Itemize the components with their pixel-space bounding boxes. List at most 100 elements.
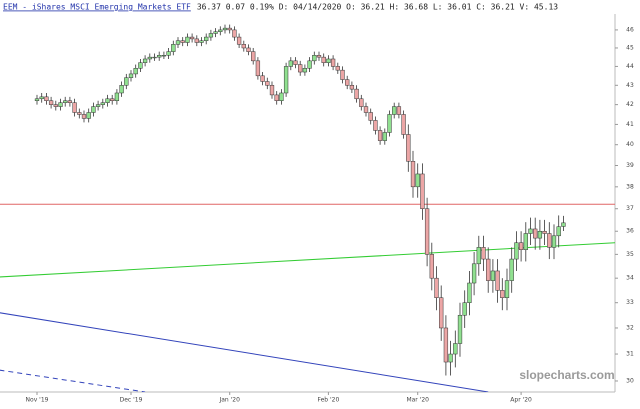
trendline bbox=[0, 369, 146, 392]
candle-body bbox=[373, 120, 378, 131]
y-tick-label: 38 bbox=[626, 183, 634, 190]
candle-body bbox=[330, 58, 336, 67]
candle-body bbox=[471, 263, 477, 284]
candle-body bbox=[175, 40, 181, 45]
candle-body bbox=[213, 31, 218, 34]
x-tick-label: Dec '19 bbox=[120, 397, 143, 404]
candle-body bbox=[486, 258, 491, 281]
candle-body bbox=[53, 104, 58, 107]
candle-body bbox=[368, 112, 373, 121]
candle-body bbox=[246, 47, 251, 52]
candle-body bbox=[114, 92, 120, 101]
candle-body bbox=[316, 55, 322, 58]
candle-body bbox=[194, 38, 199, 43]
candle-body bbox=[443, 327, 449, 363]
candle-body bbox=[58, 102, 63, 107]
x-tick-label: Feb '20 bbox=[317, 397, 339, 404]
candle-body bbox=[189, 36, 195, 40]
candle-body bbox=[222, 27, 228, 31]
candle-body bbox=[199, 40, 204, 43]
candle-body bbox=[537, 230, 543, 239]
candle-body bbox=[561, 222, 566, 227]
candle-body bbox=[283, 66, 289, 94]
y-tick-label: 30 bbox=[626, 377, 634, 384]
candle-body bbox=[326, 58, 331, 63]
trendline bbox=[0, 312, 489, 392]
y-tick-label: 34 bbox=[626, 275, 634, 282]
y-tick-label: 42 bbox=[626, 101, 634, 108]
candle-body bbox=[204, 36, 209, 41]
candle-body bbox=[236, 36, 242, 45]
candle-body bbox=[124, 77, 129, 86]
y-tick-label: 43 bbox=[626, 82, 634, 89]
candle-body bbox=[392, 106, 397, 115]
candle-body bbox=[434, 277, 439, 298]
candle-body bbox=[39, 96, 44, 100]
watermark: slopecharts.com bbox=[519, 368, 614, 382]
candle-body bbox=[63, 100, 68, 103]
candle-body bbox=[453, 343, 458, 355]
candle-body bbox=[406, 134, 411, 162]
candle-body bbox=[467, 282, 472, 303]
candle-body bbox=[490, 270, 496, 281]
candle-body bbox=[457, 314, 463, 344]
candle-body bbox=[72, 102, 77, 113]
candle-body bbox=[345, 79, 350, 86]
candle-body bbox=[157, 55, 162, 58]
candle-body bbox=[401, 114, 406, 135]
candle-body bbox=[476, 247, 481, 265]
candle-body bbox=[260, 75, 265, 82]
plot-area bbox=[0, 24, 615, 392]
candle-body bbox=[321, 56, 326, 63]
candle-body bbox=[185, 36, 190, 43]
trendline bbox=[0, 242, 615, 278]
candle-body bbox=[110, 98, 115, 101]
y-tick-label: 36 bbox=[626, 228, 634, 235]
candle-body bbox=[34, 98, 40, 101]
candle-body bbox=[171, 44, 176, 52]
candle-body bbox=[359, 98, 364, 107]
candle-body bbox=[147, 56, 152, 60]
candle-body bbox=[218, 29, 223, 32]
x-tick-label: Nov '19 bbox=[26, 397, 49, 404]
candle-body bbox=[274, 94, 279, 101]
candle-body bbox=[232, 29, 237, 38]
candle-body bbox=[81, 114, 87, 119]
x-tick-label: Mar '20 bbox=[406, 397, 429, 404]
candle-body bbox=[293, 60, 298, 65]
candle-body bbox=[91, 106, 96, 113]
candle-body bbox=[241, 44, 246, 49]
candle-body bbox=[349, 85, 355, 90]
candle-body bbox=[152, 56, 157, 59]
x-tick-label: Jan '20 bbox=[218, 397, 240, 404]
candle-body bbox=[500, 290, 505, 298]
candle-body bbox=[133, 68, 138, 75]
candle-body bbox=[462, 302, 467, 316]
candle-body bbox=[269, 85, 275, 96]
candle-body bbox=[523, 233, 528, 250]
candle-body bbox=[67, 100, 73, 103]
candle-body bbox=[354, 88, 359, 100]
y-tick-label: 31 bbox=[626, 351, 634, 358]
candle-body bbox=[556, 226, 561, 237]
candle-body bbox=[377, 130, 383, 141]
candle-body bbox=[128, 73, 134, 78]
y-tick-label: 41 bbox=[626, 121, 634, 128]
candle-body bbox=[166, 51, 171, 56]
candle-body bbox=[208, 33, 214, 38]
candle-body bbox=[396, 106, 402, 115]
y-tick-label: 33 bbox=[626, 299, 634, 306]
candle-body bbox=[255, 60, 261, 77]
candle-body bbox=[77, 112, 82, 115]
candle-body bbox=[448, 353, 453, 363]
candle-body bbox=[518, 242, 524, 250]
candle-body bbox=[429, 254, 434, 279]
candle-body bbox=[95, 104, 101, 107]
candle-body bbox=[307, 60, 312, 69]
y-tick-label: 40 bbox=[626, 141, 634, 148]
candle-body bbox=[533, 228, 538, 239]
candle-body bbox=[551, 235, 557, 248]
candle-body bbox=[142, 58, 148, 63]
candle-body bbox=[227, 27, 232, 31]
y-tick-label: 46 bbox=[626, 26, 634, 33]
